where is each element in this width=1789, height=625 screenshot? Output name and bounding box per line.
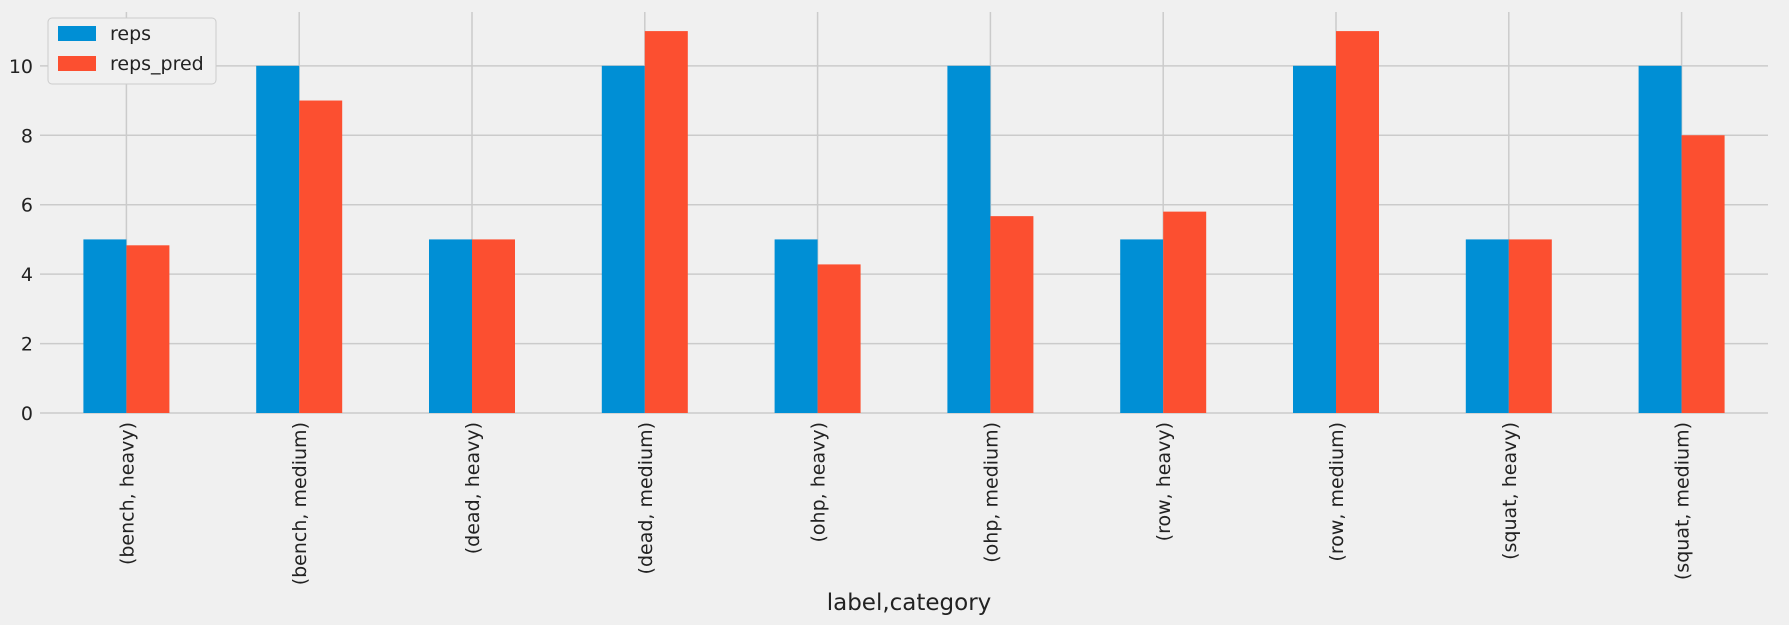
x-tick-label: (row, heavy) xyxy=(1153,422,1175,541)
y-tick-label: 8 xyxy=(21,125,33,147)
legend-label: reps xyxy=(110,23,151,45)
x-tick-label: (bench, medium) xyxy=(289,422,311,585)
bar-reps_pred xyxy=(299,100,343,413)
x-tick-labels: (bench, heavy) (bench, medium) (dead, heav… xyxy=(116,422,1693,585)
bar-reps_pred xyxy=(990,216,1034,413)
bar-reps xyxy=(1465,239,1509,413)
legend: reps reps_pred xyxy=(47,17,217,85)
bar-reps xyxy=(429,239,472,413)
bar-reps xyxy=(1120,239,1164,413)
bar-reps_pred xyxy=(1681,135,1725,413)
bar-reps_pred xyxy=(817,264,861,413)
bar-reps xyxy=(601,65,645,414)
x-tick-label: (dead, heavy) xyxy=(462,422,484,554)
x-tick-label: (squat, medium) xyxy=(1672,422,1694,580)
bar-reps xyxy=(1638,65,1682,414)
y-tick-label: 4 xyxy=(21,264,33,286)
y-tick-label: 2 xyxy=(21,334,33,356)
x-tick-label: (bench, heavy) xyxy=(116,422,138,565)
y-tick-label: 6 xyxy=(21,195,33,217)
bar-reps_pred xyxy=(472,239,515,413)
x-tick-label: (ohp, medium) xyxy=(980,422,1002,563)
y-tick-label: 10 xyxy=(9,56,33,78)
x-tick-label: (dead, medium) xyxy=(635,422,657,574)
bar-reps_pred xyxy=(644,31,688,413)
y-tick-labels: 0 2 4 6 8 10 xyxy=(9,56,33,425)
bar-reps_pred xyxy=(1336,31,1379,413)
bar-reps_pred xyxy=(1508,239,1552,413)
bar-reps xyxy=(256,65,300,414)
y-tick-label: 0 xyxy=(21,403,33,425)
x-tick-label: (row, medium) xyxy=(1326,422,1348,562)
legend-label: reps_pred xyxy=(110,53,204,75)
legend-swatch xyxy=(58,56,96,71)
bar-reps xyxy=(774,239,818,413)
bar-reps_pred xyxy=(1163,211,1207,413)
bars xyxy=(83,31,1725,414)
x-tick-label: (squat, heavy) xyxy=(1499,422,1521,560)
bar-reps xyxy=(83,239,127,413)
bar-reps xyxy=(1293,65,1336,414)
x-axis-label: label,category xyxy=(827,590,992,616)
bar-reps xyxy=(947,65,991,414)
x-tick-label: (ohp, heavy) xyxy=(808,422,830,543)
bar-reps_pred xyxy=(126,245,170,413)
legend-swatch xyxy=(58,26,96,41)
